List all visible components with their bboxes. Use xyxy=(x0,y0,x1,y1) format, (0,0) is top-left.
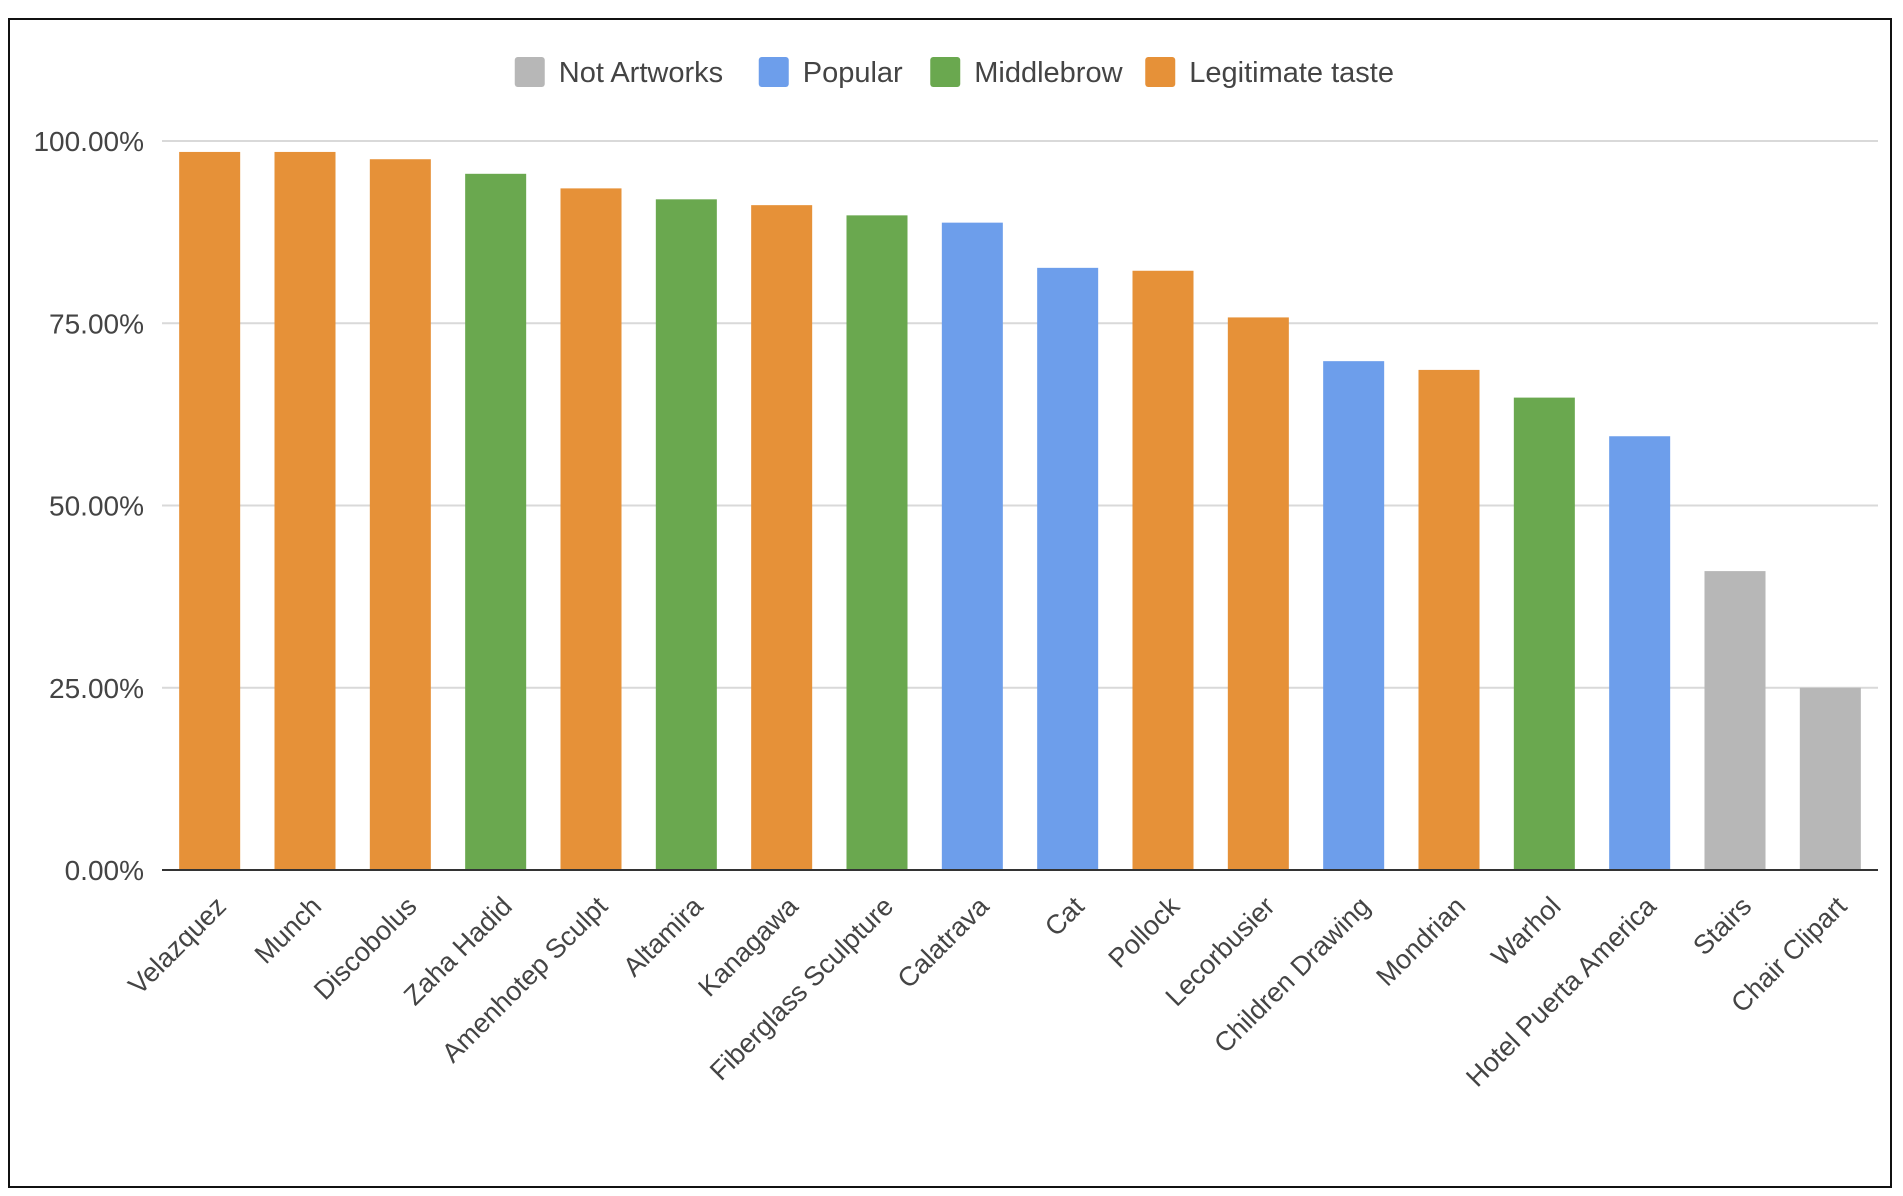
bar-discobolus xyxy=(369,159,431,871)
y-tick-label: 25.00% xyxy=(49,673,144,704)
legend-swatch xyxy=(514,57,545,87)
x-tick-label: Calatrava xyxy=(892,890,996,994)
x-tick-label: Altamira xyxy=(617,890,709,982)
y-tick-label: 75.00% xyxy=(49,308,144,339)
x-tick-label: Fiberglass Sculpture xyxy=(704,891,899,1086)
legend-swatch xyxy=(758,57,789,87)
bar-stairs xyxy=(1704,571,1766,870)
legend-label: Not Artworks xyxy=(559,57,723,89)
x-tick-label: Pollock xyxy=(1102,891,1185,974)
legend-label: Popular xyxy=(803,57,903,89)
chart-frame: Not Artworks Popular Middlebrow Legitimate … xyxy=(8,18,1892,1188)
bar-calatrava xyxy=(941,222,1003,870)
bars xyxy=(179,151,1861,871)
bar-mondrian xyxy=(1418,369,1480,870)
bar-velazquez xyxy=(179,151,241,870)
bar-children-drawing xyxy=(1323,361,1385,870)
legend-label: Middlebrow xyxy=(974,57,1123,89)
y-tick-label: 100.00% xyxy=(33,126,144,157)
x-tick-label: Velazquez xyxy=(123,891,232,1000)
legend-swatch xyxy=(1145,57,1176,87)
bar-fiberglass-sculpture xyxy=(846,215,908,870)
legend-label: Legitimate taste xyxy=(1189,57,1394,89)
bar-altamira xyxy=(655,199,717,870)
bar-pollock xyxy=(1132,270,1194,871)
bar-zaha-hadid xyxy=(465,173,527,870)
bar-cat xyxy=(1037,267,1099,870)
x-tick-label: Amenhotep Sculpt xyxy=(436,891,614,1069)
legend: Not Artworks Popular Middlebrow Legitimate … xyxy=(514,57,1394,89)
gridlines xyxy=(162,140,1878,689)
bar-lecorbusier xyxy=(1227,317,1289,871)
bar-warhol xyxy=(1513,397,1575,870)
x-tick-label: Munch xyxy=(249,891,328,970)
y-tick-label: 0.00% xyxy=(65,855,144,886)
x-tick-label: Mondrian xyxy=(1370,891,1471,992)
legend-swatch xyxy=(930,57,961,87)
x-tick-label: Hotel Puerta America xyxy=(1460,890,1662,1092)
x-tick-label: Stairs xyxy=(1687,891,1757,961)
x-tick-label: Cat xyxy=(1039,891,1090,942)
bar-hotel-puerta-america xyxy=(1609,436,1671,870)
bar-chair-clipart xyxy=(1799,687,1861,870)
bar-chart: Not Artworks Popular Middlebrow Legitimate … xyxy=(33,57,1878,1093)
bar-amenhotep-sculpt xyxy=(560,188,622,870)
bar-munch xyxy=(274,151,336,870)
bar-kanagawa xyxy=(751,205,813,871)
x-tick-label: Warhol xyxy=(1486,891,1567,972)
y-axis-ticks: 0.00% 25.00% 50.00% 75.00% 100.00% xyxy=(33,126,144,886)
y-tick-label: 50.00% xyxy=(49,491,144,522)
